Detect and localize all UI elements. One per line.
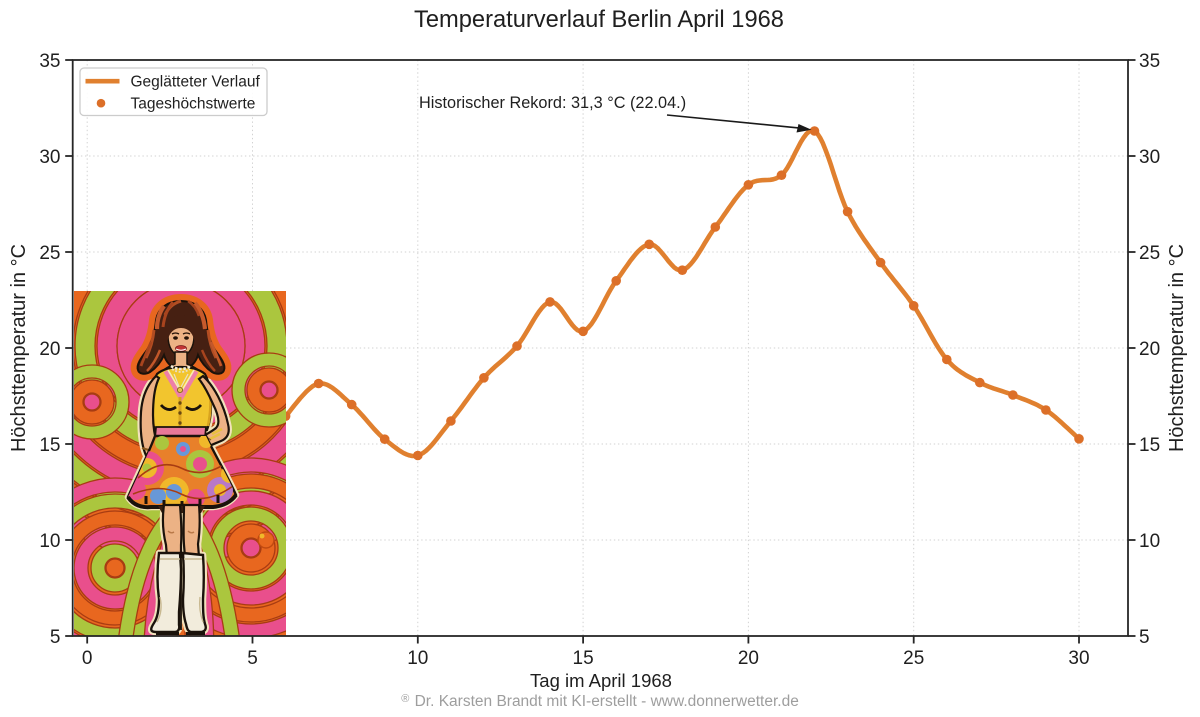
svg-text:10: 10 [39, 531, 60, 552]
svg-text:30: 30 [1139, 147, 1160, 168]
svg-text:5: 5 [1139, 627, 1150, 648]
svg-text:15: 15 [1139, 435, 1160, 456]
svg-text:Höchsttemperatur in °C: Höchsttemperatur in °C [1166, 244, 1188, 452]
svg-text:25: 25 [903, 648, 924, 669]
svg-text:® Dr. Karsten Brandt mit KI-er: ® Dr. Karsten Brandt mit KI-erstellt - w… [401, 693, 799, 710]
svg-text:5: 5 [50, 627, 61, 648]
svg-text:15: 15 [39, 435, 60, 456]
svg-text:25: 25 [39, 243, 60, 264]
svg-text:Tageshöchstwerte: Tageshöchstwerte [131, 96, 256, 113]
svg-text:0: 0 [82, 648, 93, 669]
svg-text:20: 20 [39, 339, 60, 360]
svg-text:35: 35 [39, 51, 60, 72]
svg-text:5: 5 [247, 648, 258, 669]
svg-text:10: 10 [407, 648, 428, 669]
svg-text:Tag im April 1968: Tag im April 1968 [530, 670, 672, 691]
svg-text:35: 35 [1139, 51, 1160, 72]
svg-text:Historischer Rekord: 31,3 °C (: Historischer Rekord: 31,3 °C (22.04.) [419, 94, 686, 112]
svg-text:30: 30 [1068, 648, 1089, 669]
svg-text:Temperaturverlauf Berlin April: Temperaturverlauf Berlin April 1968 [414, 7, 784, 33]
svg-text:25: 25 [1139, 243, 1160, 264]
svg-text:Höchsttemperatur in °C: Höchsttemperatur in °C [8, 244, 30, 452]
svg-text:20: 20 [1139, 339, 1160, 360]
svg-text:20: 20 [738, 648, 759, 669]
svg-text:10: 10 [1139, 531, 1160, 552]
svg-text:15: 15 [573, 648, 594, 669]
svg-text:30: 30 [39, 147, 60, 168]
svg-text:Geglätteter Verlauf: Geglätteter Verlauf [131, 74, 261, 91]
